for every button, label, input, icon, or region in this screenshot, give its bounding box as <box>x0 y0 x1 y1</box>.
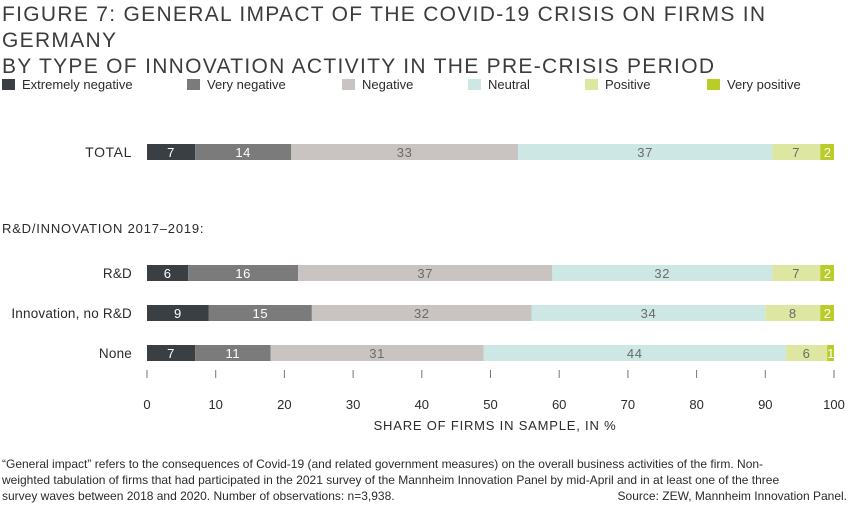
data-label-randd-extremely-negative: 6 <box>164 266 172 281</box>
bar-segment-innovation-no-randd-very-positive <box>820 305 834 321</box>
legend-swatch <box>707 78 720 90</box>
legend-label: Extremely negative <box>22 76 133 92</box>
legend-item-positive: Positive <box>585 74 651 94</box>
x-tick-label: 30 <box>346 397 360 412</box>
legend-swatch <box>342 78 355 90</box>
legend-item-neutral: Neutral <box>468 74 530 94</box>
bar-segment-none-very-positive <box>827 345 834 361</box>
bar-segment-none-positive <box>785 345 828 361</box>
chart-title: FIGURE 7: GENERAL IMPACT OF THE COVID-19… <box>2 2 842 80</box>
title-line-2: BY TYPE OF INNOVATION ACTIVITY IN THE PR… <box>2 55 716 78</box>
footnote-line-1: “General impact” refers to the consequen… <box>2 457 764 471</box>
source-note: Source: ZEW, Mannheim Innovation Panel. <box>617 489 847 503</box>
data-label-randd-positive: 7 <box>792 266 800 281</box>
bar-segment-none-very-negative <box>195 345 271 361</box>
legend-swatch <box>187 78 200 90</box>
category-label-innovation-no-randd: Innovation, no R&D <box>11 306 132 321</box>
legend-label: Neutral <box>488 76 530 92</box>
category-label-none: None <box>99 346 132 361</box>
category-label-randd: R&D <box>103 266 132 281</box>
bar-segment-innovation-no-randd-very-negative <box>208 305 312 321</box>
bar-segment-none-negative <box>270 345 484 361</box>
bar-segment-total-neutral <box>517 144 773 160</box>
x-tick-label: 70 <box>621 397 635 412</box>
x-tick-label: 60 <box>552 397 566 412</box>
bar-segment-innovation-no-randd-extremely-negative <box>147 305 209 321</box>
footnote: “General impact” refers to the consequen… <box>2 456 847 504</box>
data-label-total-positive: 7 <box>792 145 800 160</box>
data-label-total-negative: 33 <box>397 145 413 160</box>
data-label-none-extremely-negative: 7 <box>167 346 175 361</box>
x-tick-label: 50 <box>483 397 497 412</box>
footnote-line-2: weighted tabulation of firms that had pa… <box>2 473 780 487</box>
category-label-total: TOTAL <box>85 144 132 160</box>
data-label-innovation-no-randd-negative: 32 <box>414 306 430 321</box>
legend-swatch <box>468 78 481 90</box>
bar-segment-randd-negative <box>298 265 553 281</box>
bar-segment-total-positive <box>772 144 821 160</box>
legend-item-extremely-negative: Extremely negative <box>2 74 133 94</box>
x-tick-label: 90 <box>758 397 772 412</box>
legend-label: Very negative <box>207 76 286 92</box>
x-tick-label: 0 <box>143 397 150 412</box>
x-tick-label: 20 <box>277 397 291 412</box>
x-tick-label: 100 <box>823 397 845 412</box>
bar-segment-randd-very-negative <box>188 265 299 281</box>
data-label-none-neutral: 44 <box>627 346 643 361</box>
bar-segment-innovation-no-randd-negative <box>311 305 532 321</box>
footnote-line-3: survey waves between 2018 and 2020. Numb… <box>2 489 395 503</box>
data-label-innovation-no-randd-very-negative: 15 <box>253 306 269 321</box>
data-label-randd-very-positive: 2 <box>824 266 832 281</box>
data-label-none-negative: 31 <box>369 346 385 361</box>
bar-segment-total-extremely-negative <box>147 144 196 160</box>
bar-segment-innovation-no-randd-positive <box>765 305 821 321</box>
data-label-total-very-positive: 2 <box>824 145 832 160</box>
legend: Extremely negative Very negative Negative N… <box>0 74 850 94</box>
legend-swatch <box>585 78 598 90</box>
data-label-none-positive: 6 <box>803 346 811 361</box>
data-label-innovation-no-randd-positive: 8 <box>789 306 797 321</box>
bar-segment-none-neutral <box>483 345 786 361</box>
data-label-randd-very-negative: 16 <box>235 266 251 281</box>
legend-item-very-positive: Very positive <box>707 74 801 94</box>
data-label-randd-neutral: 32 <box>654 266 670 281</box>
legend-label: Very positive <box>727 76 801 92</box>
data-label-total-extremely-negative: 7 <box>167 145 175 160</box>
bar-segment-randd-neutral <box>552 265 773 281</box>
legend-label: Positive <box>605 76 651 92</box>
x-tick-label: 40 <box>415 397 429 412</box>
legend-item-very-negative: Very negative <box>187 74 286 94</box>
data-label-randd-negative: 37 <box>417 266 433 281</box>
x-tick-label: 80 <box>689 397 703 412</box>
data-label-total-very-negative: 14 <box>235 145 251 160</box>
bar-segment-randd-positive <box>772 265 821 281</box>
data-label-innovation-no-randd-very-positive: 2 <box>824 306 832 321</box>
bar-segment-randd-extremely-negative <box>147 265 189 281</box>
data-label-innovation-no-randd-neutral: 34 <box>641 306 657 321</box>
bar-segment-randd-very-positive <box>820 265 834 281</box>
group-label: R&D/INNOVATION 2017–2019: <box>2 221 204 236</box>
title-line-1: FIGURE 7: GENERAL IMPACT OF THE COVID-19… <box>2 3 767 52</box>
data-label-innovation-no-randd-extremely-negative: 9 <box>174 306 182 321</box>
legend-label: Negative <box>362 76 414 92</box>
data-label-none-very-negative: 11 <box>226 346 241 361</box>
data-label-none-very-positive: 1 <box>827 346 835 361</box>
legend-swatch <box>2 78 15 90</box>
bar-segment-total-very-negative <box>195 144 292 160</box>
legend-item-negative: Negative <box>342 74 413 94</box>
x-axis-label: SHARE OF FIRMS IN SAMPLE, IN % <box>374 418 617 433</box>
bar-segment-none-extremely-negative <box>147 345 196 361</box>
bar-segment-total-very-positive <box>820 144 834 160</box>
bar-segment-innovation-no-randd-neutral <box>531 305 766 321</box>
stacked-bar-chart: R&D/INNOVATION 2017–2019: TOTAL 7 14 33 37 7 2 R… <box>2 144 845 433</box>
bar-segment-total-negative <box>291 144 518 160</box>
data-label-total-neutral: 37 <box>637 145 653 160</box>
x-tick-label: 10 <box>208 397 222 412</box>
